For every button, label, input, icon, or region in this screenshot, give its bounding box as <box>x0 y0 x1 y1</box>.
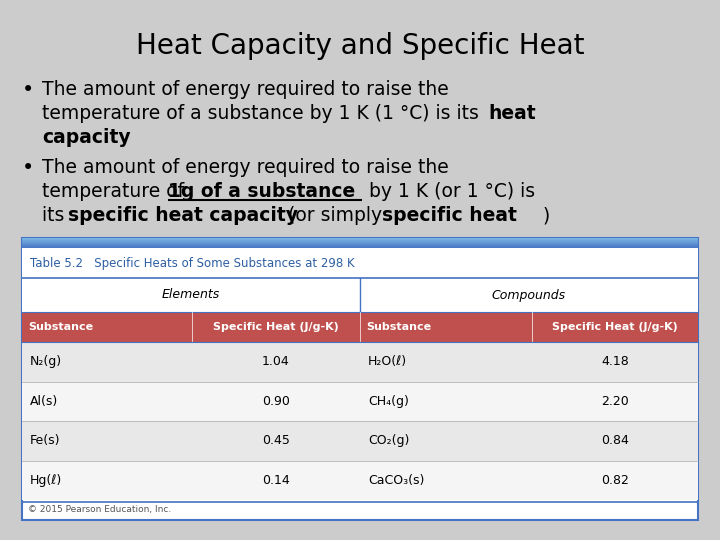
Text: N₂(g): N₂(g) <box>30 355 62 368</box>
Text: 0.84: 0.84 <box>601 434 629 447</box>
Text: its: its <box>42 206 71 225</box>
Text: by 1 K (or 1 °C) is: by 1 K (or 1 °C) is <box>363 182 535 201</box>
Text: Fe(s): Fe(s) <box>30 434 60 447</box>
Text: specific heat: specific heat <box>382 206 517 225</box>
Bar <box>22 461 698 500</box>
Bar <box>22 238 698 520</box>
Text: CO₂(g): CO₂(g) <box>368 434 410 447</box>
Text: Specific Heat (J/g-K): Specific Heat (J/g-K) <box>552 322 678 332</box>
Text: Substance: Substance <box>366 322 431 332</box>
Text: 2.20: 2.20 <box>601 395 629 408</box>
Text: ): ) <box>543 206 550 225</box>
Text: Substance: Substance <box>28 322 93 332</box>
Text: Elements: Elements <box>162 288 220 301</box>
Text: specific heat capacity: specific heat capacity <box>68 206 298 225</box>
Text: Heat Capacity and Specific Heat: Heat Capacity and Specific Heat <box>136 32 584 60</box>
Text: CaCO₃(s): CaCO₃(s) <box>368 474 424 487</box>
Text: 0.45: 0.45 <box>262 434 290 447</box>
Text: •: • <box>22 80 35 100</box>
Text: Hg(ℓ): Hg(ℓ) <box>30 474 62 487</box>
Text: 4.18: 4.18 <box>601 355 629 368</box>
Text: temperature of a substance by 1 K (1 °C) is its: temperature of a substance by 1 K (1 °C)… <box>42 104 485 123</box>
Bar <box>22 248 698 278</box>
Text: Compounds: Compounds <box>492 288 566 301</box>
Text: 0.14: 0.14 <box>262 474 290 487</box>
Text: The amount of energy required to raise the: The amount of energy required to raise t… <box>42 158 449 177</box>
Text: 1g of a substance: 1g of a substance <box>168 182 355 201</box>
Text: Al(s): Al(s) <box>30 395 58 408</box>
Bar <box>22 278 698 312</box>
Bar <box>22 342 698 381</box>
Text: temperature of: temperature of <box>42 182 190 201</box>
Text: (or simply: (or simply <box>282 206 388 225</box>
Text: Table 5.2   Specific Heats of Some Substances at 298 K: Table 5.2 Specific Heats of Some Substan… <box>30 256 355 269</box>
Text: H₂O(ℓ): H₂O(ℓ) <box>368 355 407 368</box>
Text: © 2015 Pearson Education, Inc.: © 2015 Pearson Education, Inc. <box>28 505 171 514</box>
Text: capacity: capacity <box>42 128 130 147</box>
Text: 1.04: 1.04 <box>262 355 290 368</box>
Text: heat: heat <box>488 104 536 123</box>
Bar <box>22 421 698 461</box>
Text: Specific Heat (J/g-K): Specific Heat (J/g-K) <box>213 322 339 332</box>
Text: The amount of energy required to raise the: The amount of energy required to raise t… <box>42 80 449 99</box>
Bar <box>22 312 698 342</box>
Text: •: • <box>22 158 35 178</box>
Text: CH₄(g): CH₄(g) <box>368 395 409 408</box>
Text: 0.90: 0.90 <box>262 395 290 408</box>
Bar <box>22 381 698 421</box>
Text: 0.82: 0.82 <box>601 474 629 487</box>
